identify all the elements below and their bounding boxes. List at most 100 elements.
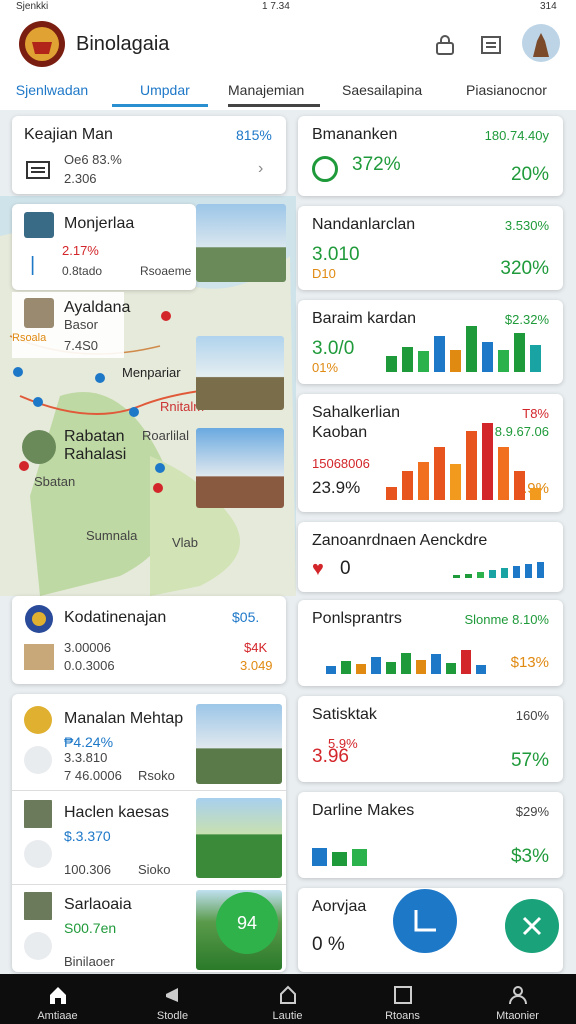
bar [386, 486, 397, 500]
stat-card[interactable]: Nandanlarclan 3.530% 3.010 D10 320% [298, 206, 563, 290]
bar [341, 660, 351, 674]
stat-value: $3% [510, 846, 549, 867]
place-tag: Rsoala [12, 332, 47, 344]
tab[interactable]: Sjenlwadan [15, 82, 89, 98]
badge [25, 605, 53, 633]
stat-value: $13% [510, 654, 549, 671]
bar [476, 665, 486, 674]
stat-main: 0 [340, 558, 351, 579]
stat-value: 57% [510, 750, 549, 771]
stat-card[interactable]: Baraim kardan $2.32% 3.0/0 01% [298, 300, 563, 384]
photo [196, 798, 282, 878]
photo [196, 204, 286, 282]
map-label: Sumnala [86, 528, 138, 543]
bar [466, 430, 477, 500]
card-line: Oe6 83.% [64, 152, 122, 167]
place-sub: Sbatan [34, 474, 76, 489]
stat-title: Darline Makes [312, 802, 415, 819]
bar [434, 336, 445, 372]
stat-card[interactable]: Darline Makes $29% $3% [298, 792, 563, 878]
nav-label: Amtiaae [37, 1010, 78, 1022]
stat-card[interactable]: Satisktak 160% 3.96 5.9% 57% [298, 696, 563, 782]
fab-close[interactable] [504, 898, 560, 954]
place-card[interactable]: Monjerlaa 2.17% | 0.8tado Rsoaeme [12, 204, 196, 290]
item-title[interactable]: Manalan Mehtap [64, 710, 184, 727]
place-sub: 0.8tado [62, 264, 103, 278]
bar [332, 852, 347, 866]
lock-icon[interactable] [434, 34, 456, 56]
bar [416, 659, 426, 674]
stat-card[interactable]: Bmananken 180.74.40y 372% 20% [298, 116, 563, 196]
stat-title: Kaoban [312, 424, 368, 441]
map-label: Menpariar [122, 365, 181, 380]
item-icon [24, 746, 52, 774]
place-tag: Rsoaeme [140, 264, 192, 278]
avatar[interactable] [521, 23, 561, 63]
thumb [22, 430, 56, 464]
nav-icon [50, 987, 66, 1004]
bar [401, 653, 411, 674]
item-tag: Rsoko [138, 768, 175, 783]
tab[interactable]: Saesailapina [342, 82, 423, 98]
bar [498, 349, 509, 372]
nav-item[interactable]: Stodle [115, 974, 230, 1024]
place-icon: | [30, 254, 36, 276]
nav-item[interactable]: Lautie [230, 974, 345, 1024]
card-line: 2.306 [64, 171, 97, 186]
summary-card[interactable]: Keajian Man 815% Oe6 83.% 2.306 › [12, 116, 286, 194]
map-label: Vlab [172, 535, 199, 550]
menu-icon[interactable] [480, 34, 502, 56]
stat-top: T8% [522, 406, 549, 421]
status-icon [312, 156, 338, 182]
photo [196, 704, 282, 784]
bar [525, 563, 532, 578]
tab[interactable]: Umpdar [140, 82, 190, 98]
bar [465, 573, 472, 578]
bar [371, 657, 381, 674]
nav-label: Mtaonier [496, 1010, 539, 1022]
stat-card[interactable]: Zanoanrdnaen Aenckdre 0 ♥ [298, 522, 563, 592]
place-title: Ayaldana [64, 299, 131, 316]
bar [431, 654, 441, 674]
nav-item[interactable]: Rtoans [345, 974, 460, 1024]
nav-item[interactable]: Mtaonier [460, 974, 575, 1024]
nav-label: Stodle [156, 1010, 189, 1022]
stat-value: 20% [510, 164, 549, 185]
fab[interactable]: 94 [216, 892, 278, 954]
card-value: $05. [232, 609, 260, 625]
mini-chart [453, 538, 549, 578]
divider [12, 790, 286, 791]
nav-item[interactable]: Amtiaae [0, 974, 115, 1024]
nav-label: Lautie [272, 1010, 303, 1022]
stat-card[interactable]: Ponlsprantrs Slonme 8.10% $13% [298, 600, 563, 686]
tab[interactable]: Manajemian [228, 82, 305, 98]
tab[interactable]: Piasianocnor [466, 82, 547, 98]
bar [530, 345, 541, 372]
item-title[interactable]: Sarlaoaia [64, 896, 132, 913]
stat-title: Nandanlarclan [312, 216, 416, 233]
bar [498, 447, 509, 500]
mini-chart [386, 310, 546, 372]
bar [402, 346, 413, 372]
header-bg [0, 0, 576, 110]
stat-top: 8.9.67.06 [494, 424, 549, 439]
item-title[interactable]: Haclen kaesas [64, 804, 169, 821]
item-tag: Sioko [138, 862, 171, 877]
stat-title: Satisktak [312, 706, 377, 723]
place-item[interactable]: Ayaldana Basor 7.4S0 [12, 292, 130, 358]
place-sub: 7.4S0 [64, 338, 98, 353]
item-sub: 100.306 [64, 862, 111, 877]
bottom-nav: Amtiaae Stodle Lautie Rtoans Mtaonier [0, 974, 576, 1024]
stat-title: Baraim kardan [312, 310, 417, 327]
stat-main: 372% [352, 154, 401, 175]
item-sub: Binilaoer [64, 954, 115, 969]
stat-card[interactable]: Sahalkerlian Kaoban T8% 8.9.67.06 15068006 23… [298, 394, 563, 512]
doc-icon [26, 161, 50, 179]
summary-card[interactable]: Kodatinenajan $05. 3.00006 0.0.3006 $4K … [12, 596, 286, 684]
thumb [24, 800, 52, 828]
place-tag: Roarlilal [142, 428, 189, 443]
thumb [24, 212, 54, 238]
stat-main: 3.010 [312, 244, 360, 265]
nav-icon [280, 985, 296, 1004]
fab-edit[interactable] [392, 888, 458, 954]
